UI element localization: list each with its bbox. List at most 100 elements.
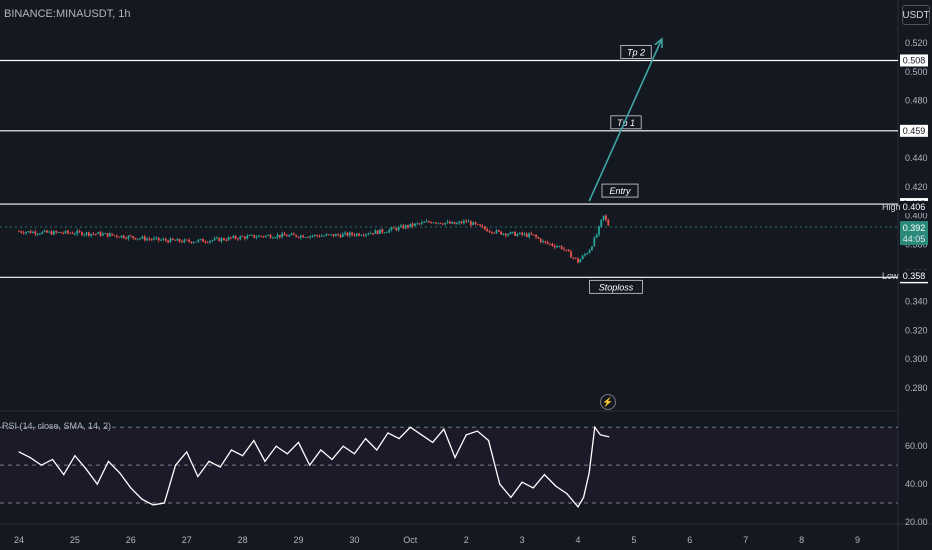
price-axis-tick: 0.400	[905, 211, 928, 221]
rsi-point	[107, 460, 110, 462]
candle-body	[253, 234, 256, 238]
candle-body	[472, 222, 475, 226]
time-axis-tick: 26	[126, 535, 136, 545]
projection-arrow-head	[654, 37, 663, 48]
rsi-point	[420, 434, 423, 436]
candle-body	[92, 233, 95, 235]
time-axis-tick: 3	[520, 535, 525, 545]
candle-body	[25, 232, 27, 234]
level-label: Stoploss	[599, 282, 634, 292]
rsi-point	[376, 449, 378, 451]
rsi-point	[443, 428, 445, 430]
candle-body	[469, 221, 472, 226]
candle-body	[591, 246, 593, 251]
candle-body	[495, 230, 498, 233]
candle-body	[141, 236, 144, 239]
price-axis-tick: 0.420	[905, 182, 928, 192]
candle-body	[551, 243, 554, 246]
candle-body	[295, 234, 298, 237]
projection-arrow-line	[588, 38, 663, 202]
time-axis-tick: 8	[799, 535, 804, 545]
rsi-point	[555, 485, 557, 487]
time-axis-tick: 6	[687, 535, 692, 545]
candle-body	[255, 237, 258, 238]
marker-price-tag	[900, 269, 928, 282]
candle-body	[530, 233, 533, 235]
rsi-point	[174, 464, 177, 466]
rsi-point	[532, 487, 534, 489]
candle-body	[264, 235, 267, 237]
candle-body	[278, 234, 281, 238]
level-label-box	[589, 279, 643, 294]
candle-body	[453, 222, 456, 225]
candle-body	[320, 235, 323, 237]
candle-body	[430, 222, 433, 224]
rsi-point	[286, 453, 288, 455]
candle-body	[239, 236, 242, 240]
candle-body	[386, 232, 388, 233]
candle-body	[313, 234, 316, 236]
candle-body	[504, 233, 507, 236]
candle-body	[285, 235, 288, 237]
last-price-value: 0.392	[903, 223, 926, 233]
candle-body	[32, 231, 34, 234]
candle-body	[281, 233, 284, 238]
candle-body	[232, 236, 235, 238]
level-label-box	[610, 115, 642, 130]
rsi-point	[253, 439, 255, 442]
candle-body	[188, 239, 190, 242]
candle-body	[579, 259, 582, 263]
candle-body	[157, 237, 160, 241]
candle-body	[311, 235, 314, 237]
candle-body	[521, 232, 523, 235]
candle-body	[465, 220, 468, 222]
time-axis-tick: 9	[855, 535, 860, 545]
candle-body	[442, 223, 444, 225]
candle-body	[572, 257, 575, 259]
rsi-point	[320, 449, 322, 451]
candle-body	[139, 238, 142, 240]
candle-body	[483, 226, 486, 230]
candle-body	[48, 231, 51, 233]
rsi-point	[476, 430, 478, 432]
time-axis-tick: 29	[293, 535, 303, 545]
candle-body	[416, 223, 419, 225]
candle-body	[537, 237, 540, 239]
candle-body	[327, 234, 330, 236]
currency-button[interactable]: USDT	[902, 5, 930, 25]
lightning-bolt-icon[interactable]: ⚡	[600, 394, 616, 410]
candle-body	[302, 235, 305, 238]
rsi-point	[96, 483, 98, 485]
rsi-point	[51, 458, 54, 461]
rsi-point	[465, 434, 467, 436]
candle-body	[523, 233, 526, 235]
candle-body	[67, 230, 69, 233]
rsi-point	[608, 436, 610, 438]
candle-body	[148, 238, 151, 240]
candle-body	[120, 235, 123, 238]
rsi-point	[487, 439, 490, 442]
candle-body	[230, 237, 232, 239]
candle-body	[462, 220, 465, 224]
candle-body	[64, 230, 67, 234]
candle-body	[174, 239, 176, 241]
candle-body	[225, 239, 228, 241]
candle-body	[348, 232, 351, 236]
candle-body	[341, 233, 344, 238]
candle-body	[586, 253, 589, 255]
candle-body	[176, 238, 179, 241]
candle-body	[227, 237, 230, 241]
price-axis-tick: 0.300	[905, 354, 928, 364]
candle-body	[507, 234, 510, 236]
rsi-point	[163, 502, 165, 504]
candle-body	[383, 232, 386, 234]
candle-body	[365, 234, 367, 236]
candle-body	[78, 230, 81, 232]
candle-body	[271, 237, 274, 239]
candle-body	[381, 229, 384, 233]
candle-body	[528, 233, 530, 237]
rsi-point	[264, 460, 266, 462]
candle-body	[39, 233, 41, 235]
